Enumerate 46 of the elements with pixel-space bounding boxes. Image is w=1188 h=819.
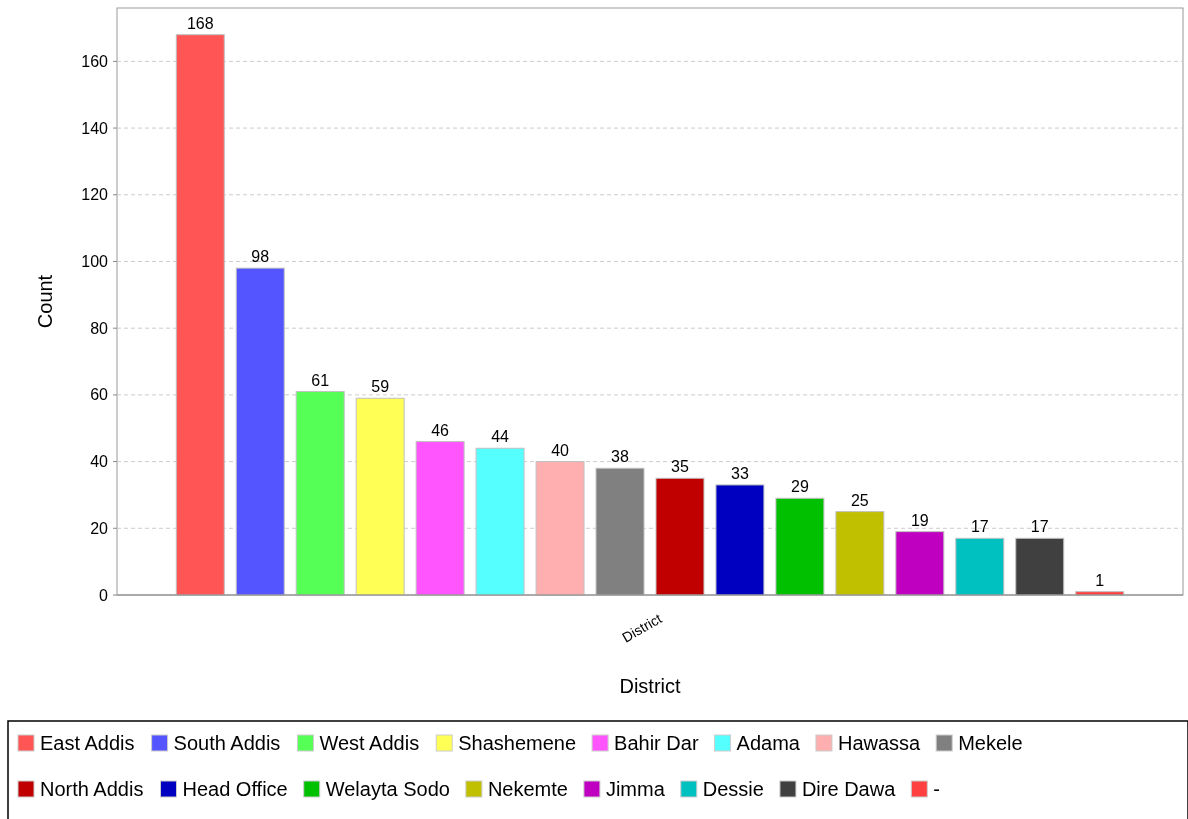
- data-label: 25: [850, 491, 869, 509]
- data-label: 61: [311, 371, 330, 389]
- data-label: 44: [491, 428, 510, 446]
- legend-label: -: [933, 778, 940, 800]
- y-tick-label: 120: [81, 186, 109, 204]
- legend-label: Nekemte: [487, 778, 568, 800]
- legend-label: Shashemene: [458, 732, 577, 754]
- y-tick-label: 140: [81, 119, 109, 137]
- y-tick-label: 100: [81, 253, 109, 271]
- data-label: 33: [731, 464, 749, 482]
- data-label: 1: [1095, 571, 1105, 589]
- legend-label: Jimma: [605, 778, 666, 800]
- data-label: 168: [186, 14, 214, 32]
- legend-label: Dire Dawa: [801, 778, 897, 800]
- legend-label: Hawassa: [837, 732, 922, 754]
- data-label: 59: [371, 378, 390, 396]
- data-label: 29: [791, 478, 809, 496]
- legend-label: Head Office: [182, 778, 288, 800]
- data-label: 35: [671, 458, 689, 476]
- legend-label: Dessie: [702, 778, 764, 800]
- y-tick-label: 0: [99, 586, 109, 604]
- bar: [895, 531, 945, 596]
- data-label: 40: [551, 441, 570, 459]
- data-label: 17: [970, 518, 989, 536]
- data-label: 38: [611, 448, 630, 466]
- y-axis-title: Count: [34, 274, 56, 329]
- y-tick-label: 80: [90, 319, 109, 337]
- bar: [1015, 537, 1065, 596]
- y-tick-label: 60: [90, 386, 109, 404]
- legend-label: West Addis: [319, 732, 420, 754]
- y-tick-label: 40: [90, 453, 109, 471]
- x-axis-title: District: [619, 675, 681, 697]
- legend-label: South Addis: [173, 732, 281, 754]
- y-tick-label: 160: [81, 52, 109, 70]
- legend-label: Bahir Dar: [614, 732, 699, 754]
- bar: [955, 537, 1005, 596]
- legend-label: East Addis: [40, 732, 135, 754]
- data-label: 98: [251, 248, 270, 266]
- legend-label: Welayta Sodo: [325, 778, 450, 800]
- data-label: 17: [1030, 518, 1049, 536]
- y-tick-label: 20: [90, 519, 109, 537]
- legend-label: Mekele: [958, 732, 1023, 754]
- legend-label: North Addis: [40, 778, 144, 800]
- data-label: 19: [910, 511, 929, 529]
- data-label: 46: [431, 421, 450, 439]
- legend-label: Adama: [736, 732, 801, 754]
